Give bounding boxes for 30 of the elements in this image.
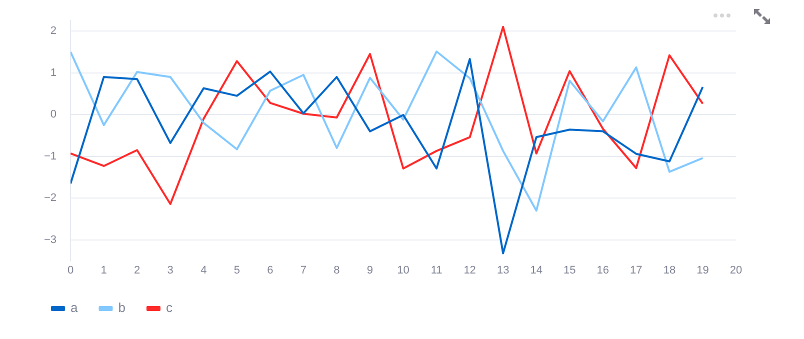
x-tick-label: 11 [430, 264, 442, 276]
x-tick-label: 19 [696, 264, 709, 276]
x-tick-label: 3 [167, 264, 174, 276]
x-tick-label: 13 [496, 264, 510, 276]
x-tick-label: 12 [464, 264, 476, 276]
x-tick-label: 17 [630, 264, 642, 276]
x-tick-label: 18 [663, 264, 676, 276]
y-tick-label: 2 [50, 25, 57, 38]
x-tick-label: 20 [730, 264, 742, 276]
y-tick-label: −1 [44, 150, 57, 162]
x-tick-label: 6 [267, 264, 274, 276]
legend-label: c [166, 300, 173, 316]
x-tick-label: 10 [397, 264, 410, 276]
x-tick-label: 14 [530, 264, 542, 276]
y-tick-label: −3 [44, 234, 57, 246]
x-tick-label: 9 [366, 264, 374, 276]
x-tick-label: 4 [200, 264, 207, 276]
x-tick-label: 7 [300, 264, 307, 276]
legend-label: b [118, 300, 126, 316]
x-tick-label: 8 [334, 264, 340, 276]
y-tick-label: −2 [44, 192, 57, 204]
x-tick-label: 1 [100, 264, 107, 276]
x-tick-label: 5 [234, 264, 240, 276]
x-tick-label: 2 [134, 264, 140, 276]
y-tick-label: 1 [50, 66, 57, 79]
legend-label: a [70, 300, 78, 316]
x-tick-label: 0 [67, 264, 74, 276]
y-tick-label: 0 [50, 108, 57, 121]
x-tick-label: 15 [564, 264, 576, 276]
x-tick-label: 16 [596, 264, 610, 276]
